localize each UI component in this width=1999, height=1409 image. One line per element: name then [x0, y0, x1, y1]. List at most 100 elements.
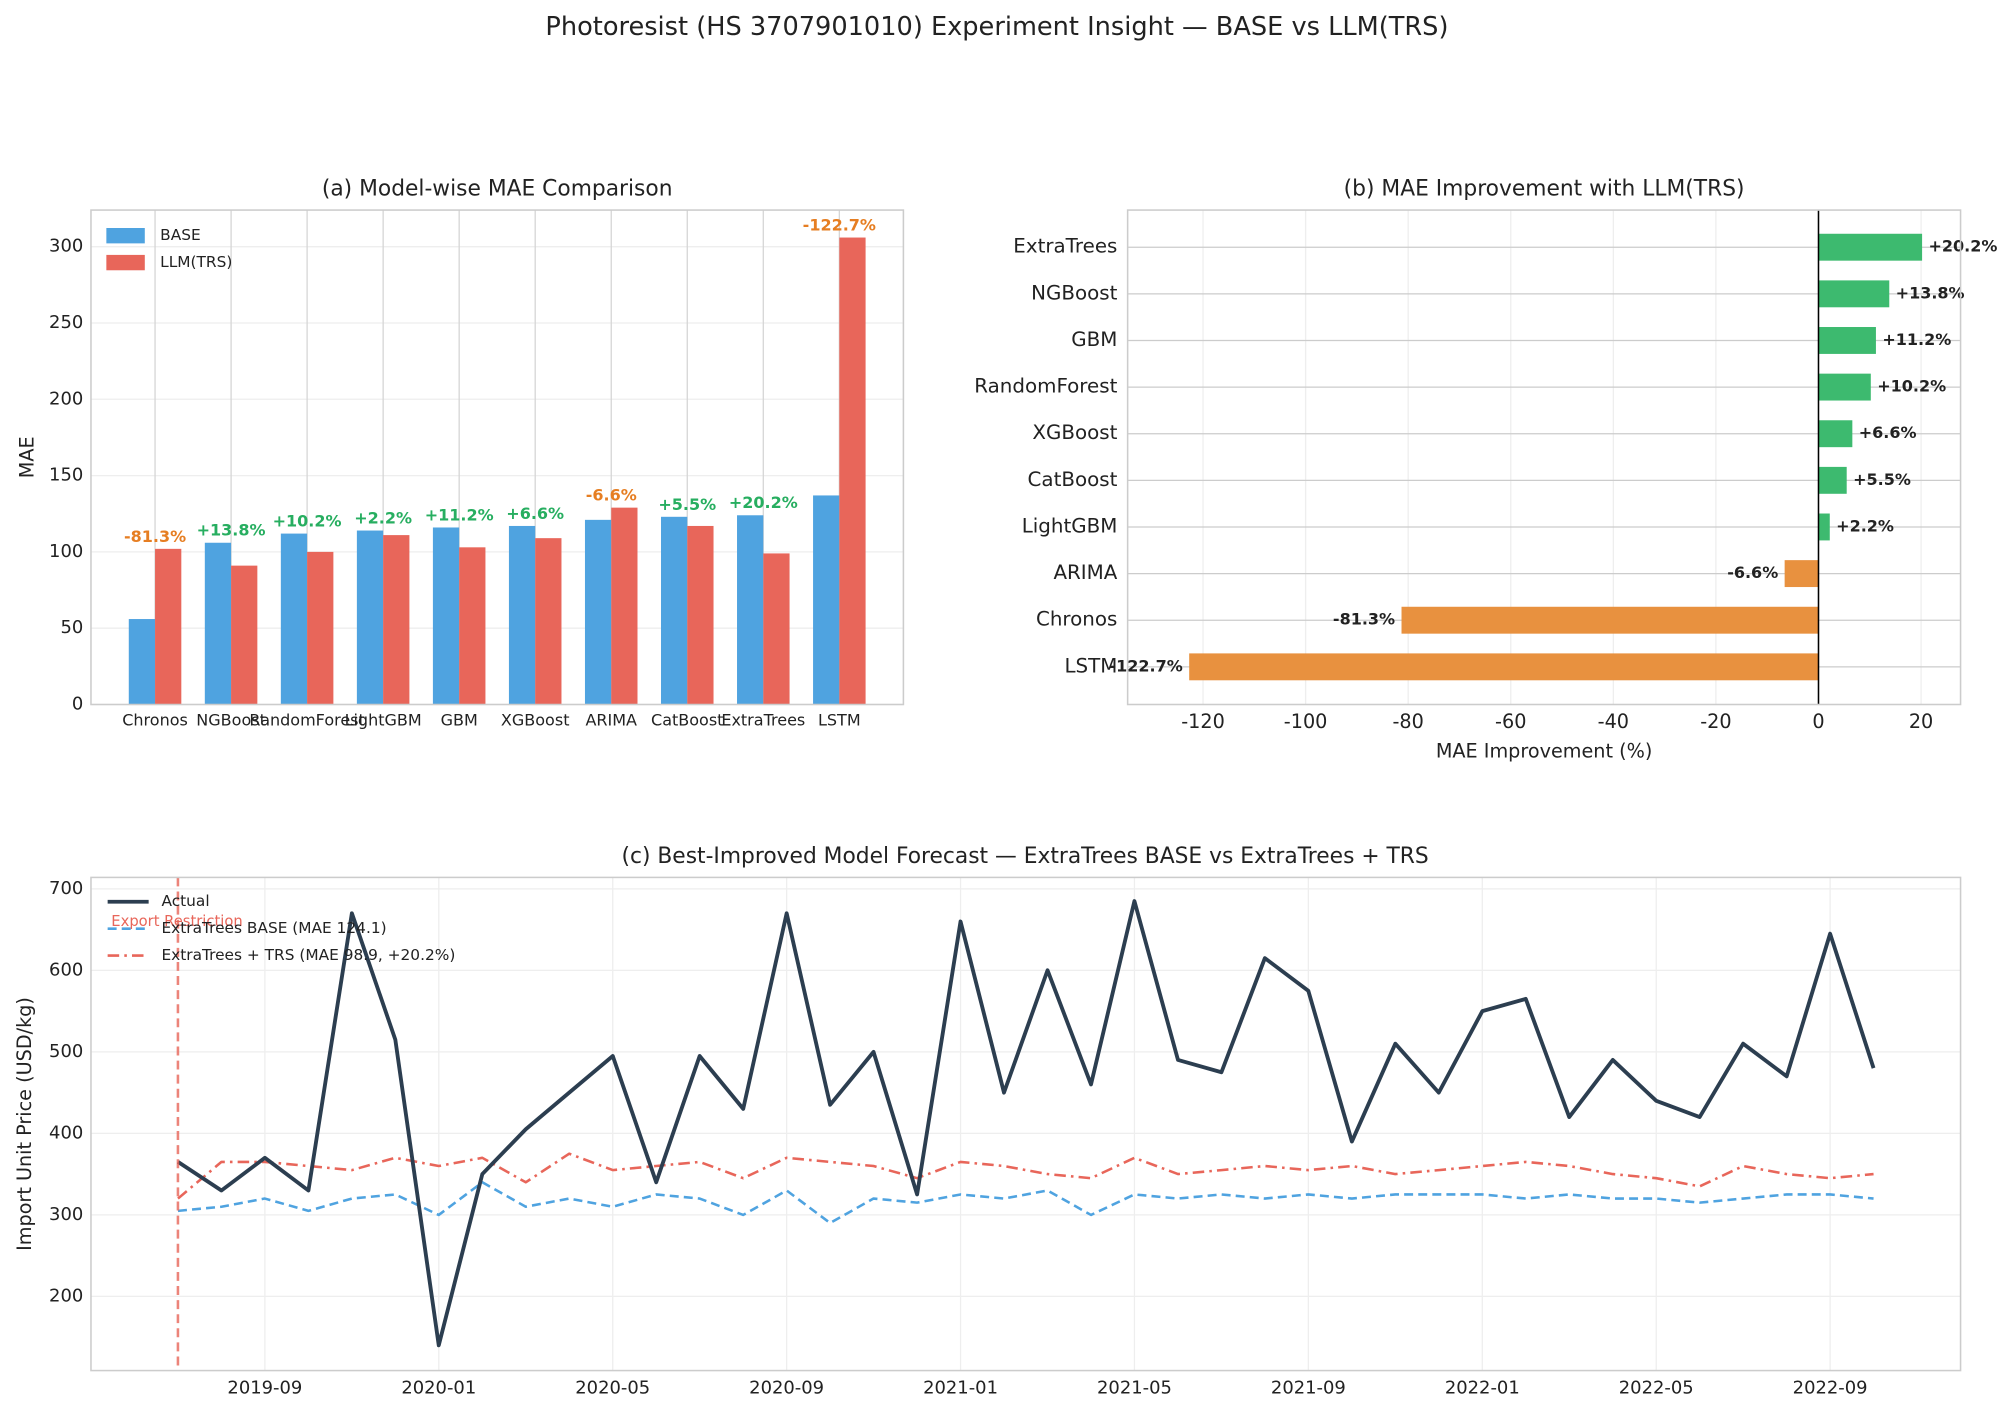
category-label: NGBoost: [1031, 281, 1117, 304]
event-label: Export Restriction: [111, 913, 242, 930]
category-label: LightGBM: [1022, 514, 1118, 537]
y-tick-label: 600: [49, 959, 83, 980]
bar: [204, 542, 232, 705]
bar: [1784, 560, 1819, 588]
bar: [280, 533, 308, 705]
category-label: Chronos: [1036, 608, 1117, 631]
annotation: -122.7%: [803, 216, 876, 235]
bar: [1818, 420, 1853, 448]
bar: [839, 237, 866, 705]
series-line: [176, 899, 1876, 1348]
category-label: LightGBM: [345, 711, 422, 730]
bar: [383, 535, 410, 705]
value-label: +13.8%: [1896, 283, 1965, 302]
subplot-title: (c) Best-Improved Model Forecast — Extra…: [622, 844, 1429, 869]
y-tick-label: 300: [49, 1204, 83, 1225]
annotation: +20.2%: [729, 493, 798, 512]
category-label: XGBoost: [1032, 421, 1117, 444]
x-tick-label: -60: [1495, 710, 1526, 733]
value-label: -122.7%: [1109, 656, 1182, 675]
bar: [1818, 466, 1847, 494]
bar: [763, 553, 790, 705]
y-tick-label: 200: [49, 388, 83, 409]
y-tick-label: 400: [49, 1122, 83, 1143]
y-tick-label: 200: [49, 1285, 83, 1306]
x-tick-label: 2020-01: [401, 1378, 476, 1399]
plot-frame: [90, 876, 1962, 1372]
category-label: LSTM: [1064, 654, 1117, 677]
x-tick-label: 2020-09: [749, 1378, 824, 1399]
x-tick-label: 2022-09: [1793, 1378, 1868, 1399]
value-label: +10.2%: [1877, 377, 1946, 396]
x-tick-label: 2020-05: [575, 1378, 650, 1399]
category-label: GBM: [1071, 328, 1117, 351]
x-tick-label: 2021-01: [923, 1378, 998, 1399]
value-label: -81.3%: [1333, 610, 1395, 629]
value-label: -6.6%: [1727, 563, 1778, 582]
legend-label: LLM(TRS): [160, 253, 232, 271]
bar: [1818, 280, 1890, 308]
annotation: +5.5%: [658, 495, 716, 514]
category-label: GBM: [441, 711, 478, 730]
subplot-title: (a) Model-wise MAE Comparison: [322, 177, 673, 202]
value-label: +6.6%: [1859, 423, 1917, 442]
x-tick-label: 2022-05: [1619, 1378, 1694, 1399]
bar: [231, 565, 258, 705]
bar: [1189, 653, 1819, 681]
y-tick-label: 100: [49, 541, 83, 562]
y-tick-label: 150: [49, 465, 83, 486]
bar: [1818, 373, 1871, 401]
annotation: +10.2%: [273, 512, 342, 531]
y-tick-label: 500: [49, 1041, 83, 1062]
bar: [737, 515, 764, 705]
bar: [535, 538, 562, 705]
category-label: ARIMA: [1053, 561, 1117, 584]
annotation: -6.6%: [586, 486, 637, 505]
annotation: +13.8%: [197, 521, 266, 540]
x-tick-label: 20: [1909, 710, 1933, 733]
category-label: RandomForest: [974, 375, 1117, 398]
value-label: +2.2%: [1836, 516, 1894, 535]
category-label: RandomForest: [249, 711, 364, 730]
legend-swatch: [106, 254, 145, 271]
legend-label: ExtraTrees BASE (MAE 124.1): [161, 919, 386, 937]
legend-label: BASE: [160, 226, 201, 244]
x-tick-label: -20: [1700, 710, 1731, 733]
bar: [611, 507, 638, 705]
bar: [687, 525, 714, 705]
x-tick-label: 0: [1812, 710, 1824, 733]
category-label: CatBoost: [651, 711, 723, 730]
annotation: +6.6%: [506, 504, 564, 523]
category-label: ARIMA: [585, 711, 637, 730]
value-label: +20.2%: [1928, 237, 1997, 256]
category-label: NGBoost: [196, 711, 266, 730]
annotation: +2.2%: [354, 509, 412, 528]
legend-label: ExtraTrees + TRS (MAE 98.9, +20.2%): [161, 946, 455, 964]
x-tick-label: 2021-09: [1271, 1378, 1346, 1399]
category-label: CatBoost: [1028, 468, 1118, 491]
category-label: Chronos: [122, 711, 188, 730]
x-tick-label: 2019-09: [227, 1378, 302, 1399]
annotation: +11.2%: [425, 505, 494, 524]
x-axis-label: MAE Improvement (%): [1436, 739, 1653, 762]
category-label: LSTM: [818, 711, 861, 730]
y-tick-label: 50: [60, 617, 83, 638]
plot-frame: [90, 209, 905, 706]
legend-swatch: [106, 228, 145, 244]
bar: [155, 548, 182, 705]
value-label: +5.5%: [1853, 470, 1911, 489]
annotation: -81.3%: [124, 527, 186, 546]
category-label: XGBoost: [501, 711, 570, 730]
bar: [1818, 233, 1923, 261]
category-label: ExtraTrees: [721, 711, 805, 730]
legend-label: Actual: [161, 892, 209, 910]
y-tick-label: 700: [49, 878, 83, 899]
x-tick-label: 2021-05: [1097, 1378, 1172, 1399]
y-tick-label: 250: [49, 312, 83, 333]
series-line: [177, 1152, 1874, 1200]
x-tick-label: -80: [1392, 710, 1423, 733]
bar: [128, 619, 156, 705]
bar: [307, 551, 334, 705]
bar: [508, 525, 536, 705]
series-line: [177, 1180, 1874, 1225]
